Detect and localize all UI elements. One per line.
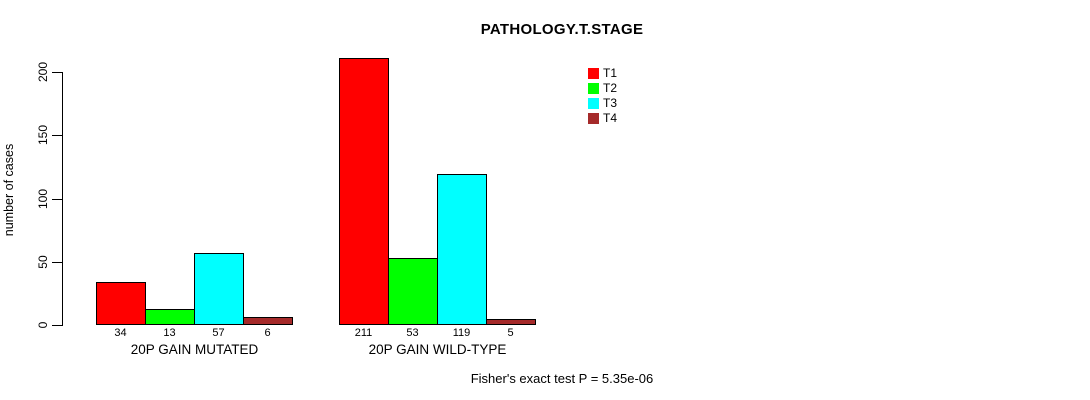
bar-t2-group1 bbox=[145, 309, 195, 325]
bar-t4-group2 bbox=[486, 319, 536, 325]
bar-t1-group1 bbox=[96, 282, 146, 325]
bar-t3-group1 bbox=[194, 253, 244, 325]
bar-value-label: 211 bbox=[354, 327, 373, 339]
y-axis-line bbox=[62, 72, 63, 326]
bar-t4-group1 bbox=[243, 317, 293, 325]
y-tick-mark bbox=[52, 199, 62, 200]
bar-t2-group2 bbox=[388, 258, 438, 325]
bar-value-label: 53 bbox=[406, 327, 419, 339]
footnote-fisher-test: Fisher's exact test P = 5.35e-06 bbox=[470, 371, 654, 386]
bar-value-label: 13 bbox=[163, 327, 176, 339]
bar-value-label: 34 bbox=[114, 327, 127, 339]
legend-label: T2 bbox=[603, 81, 618, 95]
legend-swatch-t4 bbox=[588, 112, 599, 124]
legend-label: T1 bbox=[603, 66, 618, 80]
group-label-1: 20P GAIN MUTATED bbox=[130, 342, 259, 357]
legend-label: T3 bbox=[603, 96, 618, 110]
legend-label: T4 bbox=[603, 111, 618, 125]
y-tick-label: 200 bbox=[36, 61, 50, 83]
bar-value-label: 6 bbox=[264, 327, 271, 339]
legend-swatch-t1 bbox=[588, 67, 599, 79]
legend-item-t1: T1 bbox=[588, 66, 617, 80]
y-tick-mark bbox=[52, 135, 62, 136]
y-tick-mark bbox=[52, 325, 62, 326]
bar-value-label: 119 bbox=[452, 327, 471, 339]
y-tick-label: 0 bbox=[36, 321, 50, 329]
y-tick-label: 50 bbox=[36, 255, 50, 269]
legend-item-t3: T3 bbox=[588, 96, 617, 110]
y-axis-label: number of cases bbox=[2, 143, 16, 237]
y-tick-mark bbox=[52, 262, 62, 263]
legend-swatch-t3 bbox=[588, 97, 599, 109]
y-tick-label: 100 bbox=[36, 188, 50, 210]
bar-t3-group2 bbox=[437, 174, 487, 325]
y-tick-mark bbox=[52, 72, 62, 73]
chart-title: PATHOLOGY.T.STAGE bbox=[480, 21, 644, 38]
legend-item-t4: T4 bbox=[588, 111, 617, 125]
bar-t1-group2 bbox=[339, 58, 389, 325]
legend-item-t2: T2 bbox=[588, 81, 617, 95]
legend: T1 T2 T3 T4 bbox=[588, 66, 617, 126]
group-label-2: 20P GAIN WILD-TYPE bbox=[368, 342, 507, 357]
bar-value-label: 57 bbox=[212, 327, 225, 339]
bar-value-label: 5 bbox=[507, 327, 514, 339]
legend-swatch-t2 bbox=[588, 82, 599, 94]
y-tick-label: 150 bbox=[36, 124, 50, 146]
